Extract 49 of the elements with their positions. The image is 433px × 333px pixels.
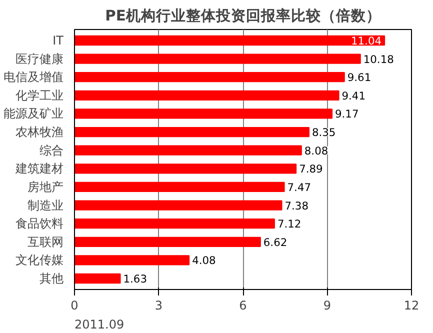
y-tick-label: 能源及矿业 [4,106,64,121]
chart-title: PE机构行业整体投资回报率比较（倍数） [105,6,381,24]
data-label: 4.08 [192,254,216,268]
bar [74,255,190,266]
x-tick-label: 6 [239,298,247,312]
y-tick-label: 其他 [40,272,64,286]
y-tick-label: 化学工业 [16,88,64,102]
x-tick-label: 9 [323,298,332,312]
x-tick-label: 3 [154,298,163,312]
data-label: 6.62 [263,236,288,249]
bar [74,145,302,156]
bar [74,273,121,284]
data-label: 11.04 [351,34,382,48]
y-tick-label: 房地产 [28,180,64,194]
data-label: 8.08 [304,144,328,158]
data-label: 9.41 [342,89,366,102]
data-label: 7.47 [287,180,312,194]
data-label: 7.12 [277,218,302,231]
data-label: 7.38 [284,199,309,212]
x-tick-label: 0 [70,298,78,312]
bar [74,182,285,192]
data-label: 10.18 [363,52,394,66]
bar [74,72,345,82]
bar [74,108,333,119]
y-tick-label: 医疗健康 [16,52,64,66]
y-tick-label: 建筑建材 [14,162,64,176]
bar [74,90,340,100]
y-tick-label: 食品饮料 [16,216,64,231]
y-tick-label: 制造业 [28,198,64,212]
bar [74,218,275,229]
y-tick-label: 农林牧渔 [16,125,64,140]
y-tick-label: 综合 [40,143,64,158]
data-label: 7.89 [299,162,324,176]
bar [74,200,282,210]
data-label: 9.61 [347,71,372,84]
data-label: 8.35 [312,126,336,140]
bar [74,164,297,174]
y-tick-label: 电信及增值 [4,70,64,84]
x-tick-label: 12 [404,298,420,312]
y-tick-label: 文化传媒 [16,253,64,268]
bar [74,54,361,64]
y-tick-label: IT [52,33,64,48]
y-tick-label: 互联网 [28,234,64,249]
bar [74,35,386,46]
data-label: 1.63 [123,272,148,286]
data-label: 9.17 [335,108,359,121]
bar [74,126,310,138]
text: 2011.09 [74,318,124,332]
bar [74,236,261,247]
